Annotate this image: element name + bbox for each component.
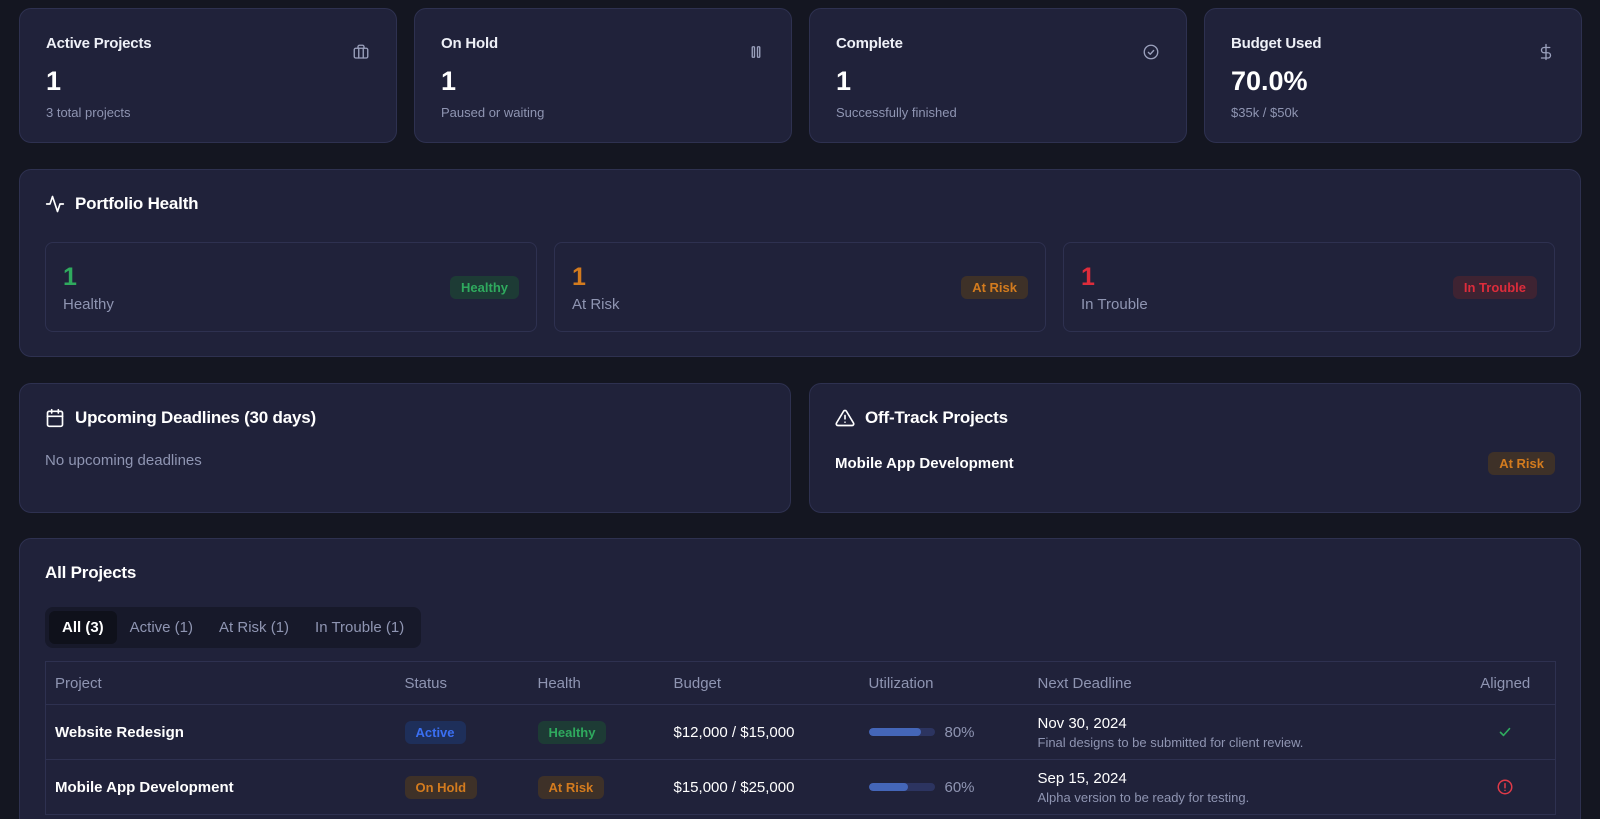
stat-title: Budget Used: [1231, 35, 1322, 52]
utilization-percent: 60%: [944, 778, 975, 796]
utilization: 80%: [868, 723, 1020, 741]
stat-title: On Hold: [441, 35, 498, 52]
off-track-item[interactable]: Mobile App Development At Risk: [835, 452, 1555, 475]
project-name[interactable]: Website Redesign: [45, 704, 396, 760]
health-box-healthy: 1 Healthy Healthy: [45, 242, 537, 332]
deadline-date: Nov 30, 2024: [1037, 714, 1127, 732]
table-row[interactable]: Website Redesign Active Healthy $12,000 …: [45, 704, 1556, 760]
utilization-bar-fill: [868, 783, 909, 791]
stat-card-active-projects: Active Projects 1 3 total projects: [19, 8, 397, 143]
utilization-bar-fill: [868, 728, 922, 736]
off-track-projects-card: Off-Track Projects Mobile App Developmen…: [809, 383, 1581, 513]
health-box-at-risk: 1 At Risk At Risk: [554, 242, 1046, 332]
tab-active[interactable]: Active (1): [129, 619, 194, 636]
column-header[interactable]: Health: [528, 661, 665, 705]
stat-subtitle: $35k / $50k: [1231, 105, 1299, 120]
deadline-description: Alpha version to be ready for testing.: [1037, 789, 1250, 805]
empty-state-text: No upcoming deadlines: [45, 452, 202, 469]
tab-in-trouble[interactable]: In Trouble (1): [315, 619, 405, 636]
projects-table: Project Status Health Budget Utilization…: [45, 661, 1556, 815]
stat-value: 1: [836, 66, 852, 96]
status-badge: Healthy: [450, 276, 519, 299]
health-count: 1: [1081, 263, 1095, 291]
table-row[interactable]: Mobile App Development On Hold At Risk $…: [45, 759, 1556, 815]
tab-all[interactable]: All (3): [49, 611, 117, 644]
health-count: 1: [63, 263, 77, 291]
upcoming-deadlines-card: Upcoming Deadlines (30 days) No upcoming…: [19, 383, 791, 513]
status-badge: At Risk: [961, 276, 1028, 299]
health-badge: Healthy: [537, 720, 607, 744]
stat-value: 1: [441, 66, 457, 96]
section-title: Portfolio Health: [75, 194, 199, 213]
calendar-icon: [45, 408, 65, 428]
health-label: Healthy: [63, 296, 114, 313]
stat-subtitle: Successfully finished: [836, 105, 957, 120]
section-title: Off-Track Projects: [865, 408, 1008, 427]
stat-card-complete: Complete 1 Successfully finished: [809, 8, 1187, 143]
health-label: At Risk: [572, 296, 620, 313]
health-badge: At Risk: [537, 775, 605, 799]
section-title: Upcoming Deadlines (30 days): [75, 408, 316, 427]
stat-value: 70.0%: [1231, 66, 1308, 96]
project-name[interactable]: Mobile App Development: [45, 759, 396, 815]
budget-value: $15,000 / $25,000: [664, 759, 860, 815]
briefcase-icon: [352, 43, 370, 61]
all-projects-card: All Projects All (3) Active (1) At Risk …: [19, 538, 1581, 819]
project-name: Mobile App Development: [835, 455, 1014, 472]
column-header[interactable]: Utilization: [859, 661, 1029, 705]
tab-at-risk[interactable]: At Risk (1): [219, 619, 290, 636]
portfolio-health-card: Portfolio Health 1 Healthy Healthy 1 At …: [19, 169, 1581, 357]
status-badge: At Risk: [1488, 452, 1555, 475]
status-badge: In Trouble: [1452, 276, 1537, 299]
utilization: 60%: [868, 778, 1020, 796]
status-badge: On Hold: [404, 775, 478, 799]
column-header[interactable]: Aligned: [1455, 661, 1556, 705]
deadline-description: Final designs to be submitted for client…: [1037, 734, 1304, 750]
column-header[interactable]: Status: [395, 661, 529, 705]
column-header[interactable]: Budget: [664, 661, 860, 705]
activity-icon: [45, 194, 65, 214]
utilization-bar: [868, 783, 935, 791]
stat-card-on-hold: On Hold 1 Paused or waiting: [414, 8, 792, 143]
section-title: All Projects: [45, 563, 137, 582]
deadline-date: Sep 15, 2024: [1037, 769, 1127, 787]
check-icon: [1496, 723, 1514, 741]
status-badge: Active: [404, 720, 466, 744]
alert-circle-icon: [1496, 778, 1514, 796]
warning-icon: [835, 408, 855, 428]
utilization-percent: 80%: [944, 723, 975, 741]
budget-value: $12,000 / $15,000: [664, 704, 860, 760]
stat-subtitle: Paused or waiting: [441, 105, 545, 120]
filter-tabs: All (3) Active (1) At Risk (1) In Troubl…: [45, 607, 422, 648]
column-header[interactable]: Next Deadline: [1028, 661, 1456, 705]
stat-subtitle: 3 total projects: [46, 105, 131, 120]
health-count: 1: [572, 263, 586, 291]
check-circle-icon: [1142, 43, 1160, 61]
health-box-in-trouble: 1 In Trouble In Trouble: [1063, 242, 1555, 332]
stat-title: Complete: [836, 35, 903, 52]
stat-title: Active Projects: [46, 35, 152, 52]
dollar-icon: [1537, 43, 1555, 61]
health-label: In Trouble: [1081, 296, 1148, 313]
utilization-bar: [868, 728, 935, 736]
stat-value: 1: [46, 66, 62, 96]
stat-card-budget-used: Budget Used 70.0% $35k / $50k: [1204, 8, 1582, 143]
pause-icon: [747, 43, 765, 61]
column-header[interactable]: Project: [45, 661, 396, 705]
table-header-row: Project Status Health Budget Utilization…: [45, 661, 1556, 705]
